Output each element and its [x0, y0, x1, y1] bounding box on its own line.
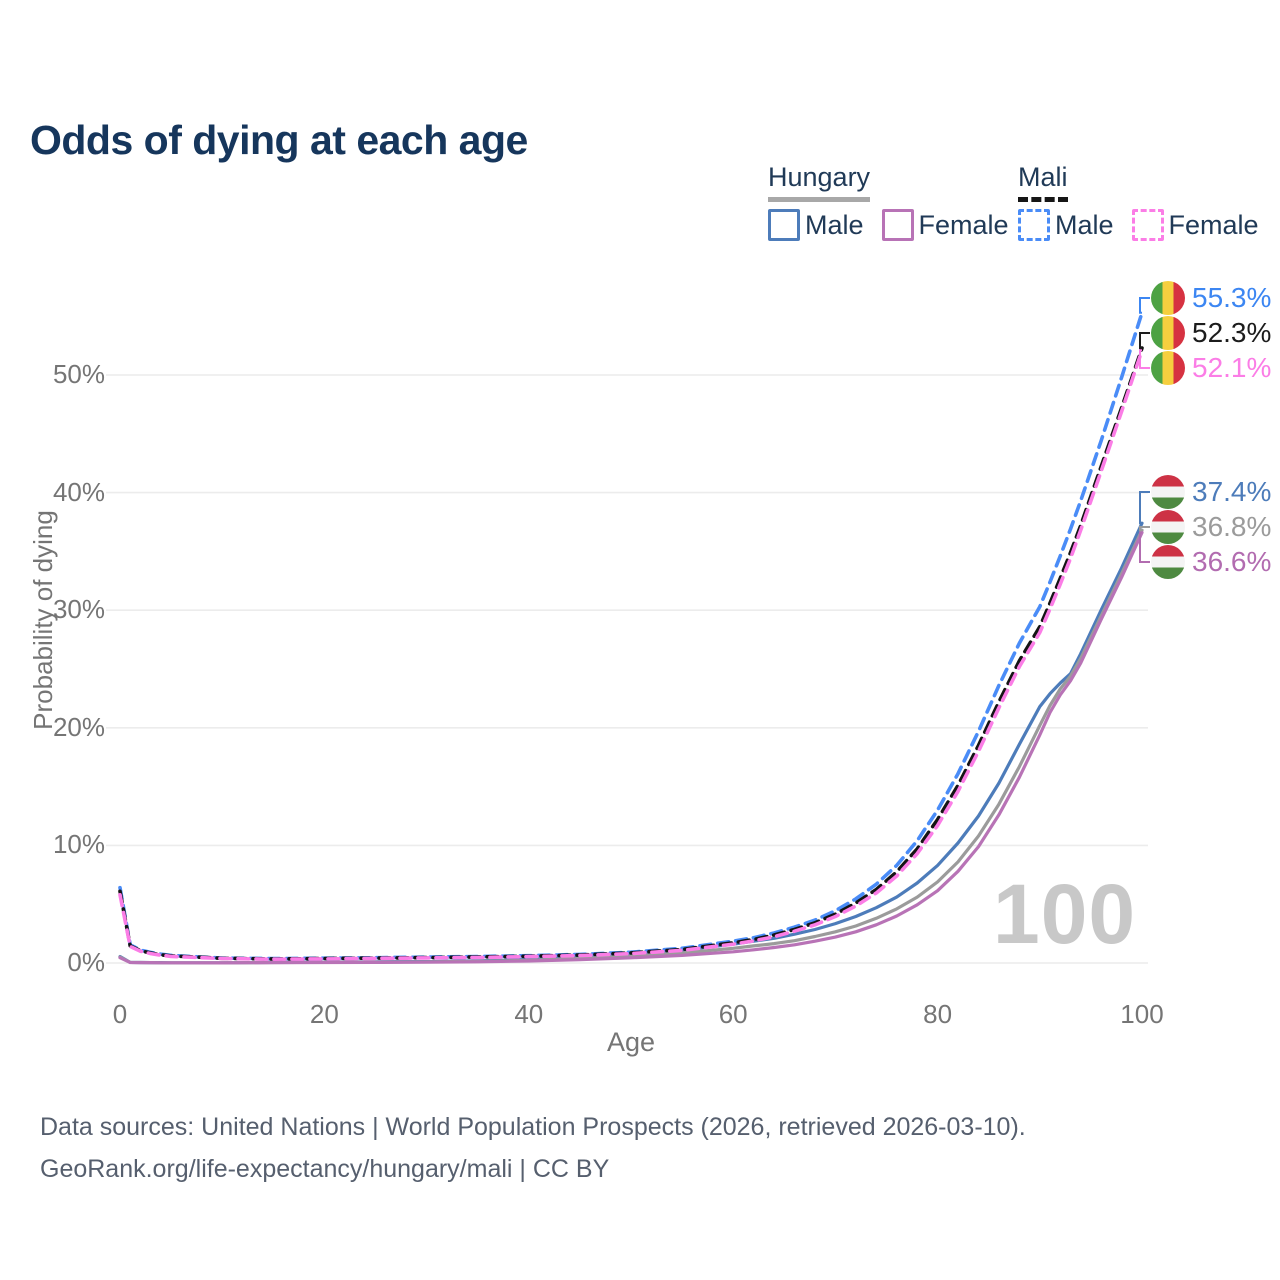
end-label-value-55.3%: 55.3% — [1192, 282, 1272, 313]
legend-swatch-mali-male — [1018, 209, 1050, 241]
footer-data-sources: Data sources: United Nations | World Pop… — [40, 1113, 1026, 1141]
y-tick-label-50%: 50% — [52, 359, 105, 389]
y-tick-label-20%: 20% — [52, 711, 105, 742]
legend-row-hungary: Male Female — [768, 209, 1009, 241]
x-tick-label-80: 80 — [923, 999, 953, 1029]
x-tick-label-60: 60 — [718, 999, 748, 1029]
mali-flag-icon — [1151, 351, 1185, 385]
y-tick-label-0%: 0% — [67, 947, 105, 977]
hungary-flag-icon — [1151, 510, 1185, 544]
y-tick-label-10%: 10% — [52, 829, 105, 860]
x-tick-label-100: 100 — [1120, 999, 1164, 1029]
x-tick-label-0: 0 — [112, 999, 128, 1029]
end-label-connector-52.3% — [1139, 332, 1150, 349]
x-axis-title: Age — [606, 1027, 656, 1057]
mali-flag-icon — [1151, 281, 1185, 315]
end-label-connector-55.3% — [1139, 297, 1150, 314]
end-label-value-36.6%: 36.6% — [1192, 546, 1272, 577]
legend-title-hungary: Hungary — [768, 162, 871, 202]
page-title: Odds of dying at each age — [30, 117, 528, 164]
hungary-flag-icon — [1151, 475, 1185, 509]
end-label-value-36.8%: 36.8% — [1192, 511, 1272, 542]
y-tick-label-40%: 40% — [52, 476, 105, 507]
legend-entry-mali-male[interactable]: Male — [1018, 209, 1114, 241]
x-tick-label-40: 40 — [514, 999, 544, 1029]
footer: Data sources: United Nations | World Pop… — [40, 1106, 1026, 1190]
legend-label-hungary-female: Female — [918, 209, 1009, 240]
legend-swatch-mali-female — [1131, 209, 1164, 241]
legend-title-mali: Mali — [1018, 162, 1068, 202]
legend-label-hungary-male: Male — [805, 209, 864, 240]
legend-label-mali-male: Male — [1055, 209, 1114, 240]
legend-entry-hungary-female[interactable]: Female — [881, 209, 1009, 241]
mali-flag-icon — [1151, 316, 1185, 350]
series-line-hungary-female[interactable] — [118, 531, 1144, 965]
end-label-value-52.3%: 52.3% — [1192, 317, 1272, 348]
hungary-flag-icon — [1151, 545, 1185, 579]
series-line-hungary-male[interactable] — [118, 521, 1144, 965]
series-line-mali-both-sexes[interactable] — [118, 346, 1144, 961]
x-tick-label-20: 20 — [309, 999, 339, 1029]
end-label-connector-37.4% — [1139, 491, 1150, 525]
legend-swatch-hungary-female — [881, 209, 914, 241]
y-tick-label-30%: 30% — [52, 594, 105, 625]
legend-label-mali-female: Female — [1168, 209, 1259, 240]
legend-group-mali: Mali Male Female — [1018, 162, 1259, 241]
footer-attribution: GeoRank.org/life-expectancy/hungary/mali… — [40, 1155, 610, 1183]
end-label-value-37.4%: 37.4% — [1192, 476, 1272, 507]
age-watermark: 100 — [993, 867, 1137, 961]
legend-group-hungary: Hungary Male Female — [768, 162, 1009, 241]
legend-swatch-hungary-male — [768, 209, 800, 241]
legend-entry-mali-female[interactable]: Female — [1131, 209, 1259, 241]
legend-entry-hungary-male[interactable]: Male — [768, 209, 864, 241]
end-label-connector-52.1% — [1139, 349, 1150, 369]
end-label-value-52.1%: 52.1% — [1192, 352, 1272, 383]
series-line-mali-male[interactable] — [118, 310, 1144, 961]
end-label-connector-36.6% — [1139, 531, 1150, 563]
series-line-mali-female[interactable] — [118, 348, 1144, 961]
legend-row-mali: Male Female — [1018, 209, 1259, 241]
end-label-connector-36.8% — [1139, 526, 1150, 532]
y-axis-title: Probability of dying — [28, 510, 58, 730]
series-line-hungary-both-sexes[interactable] — [118, 528, 1144, 965]
